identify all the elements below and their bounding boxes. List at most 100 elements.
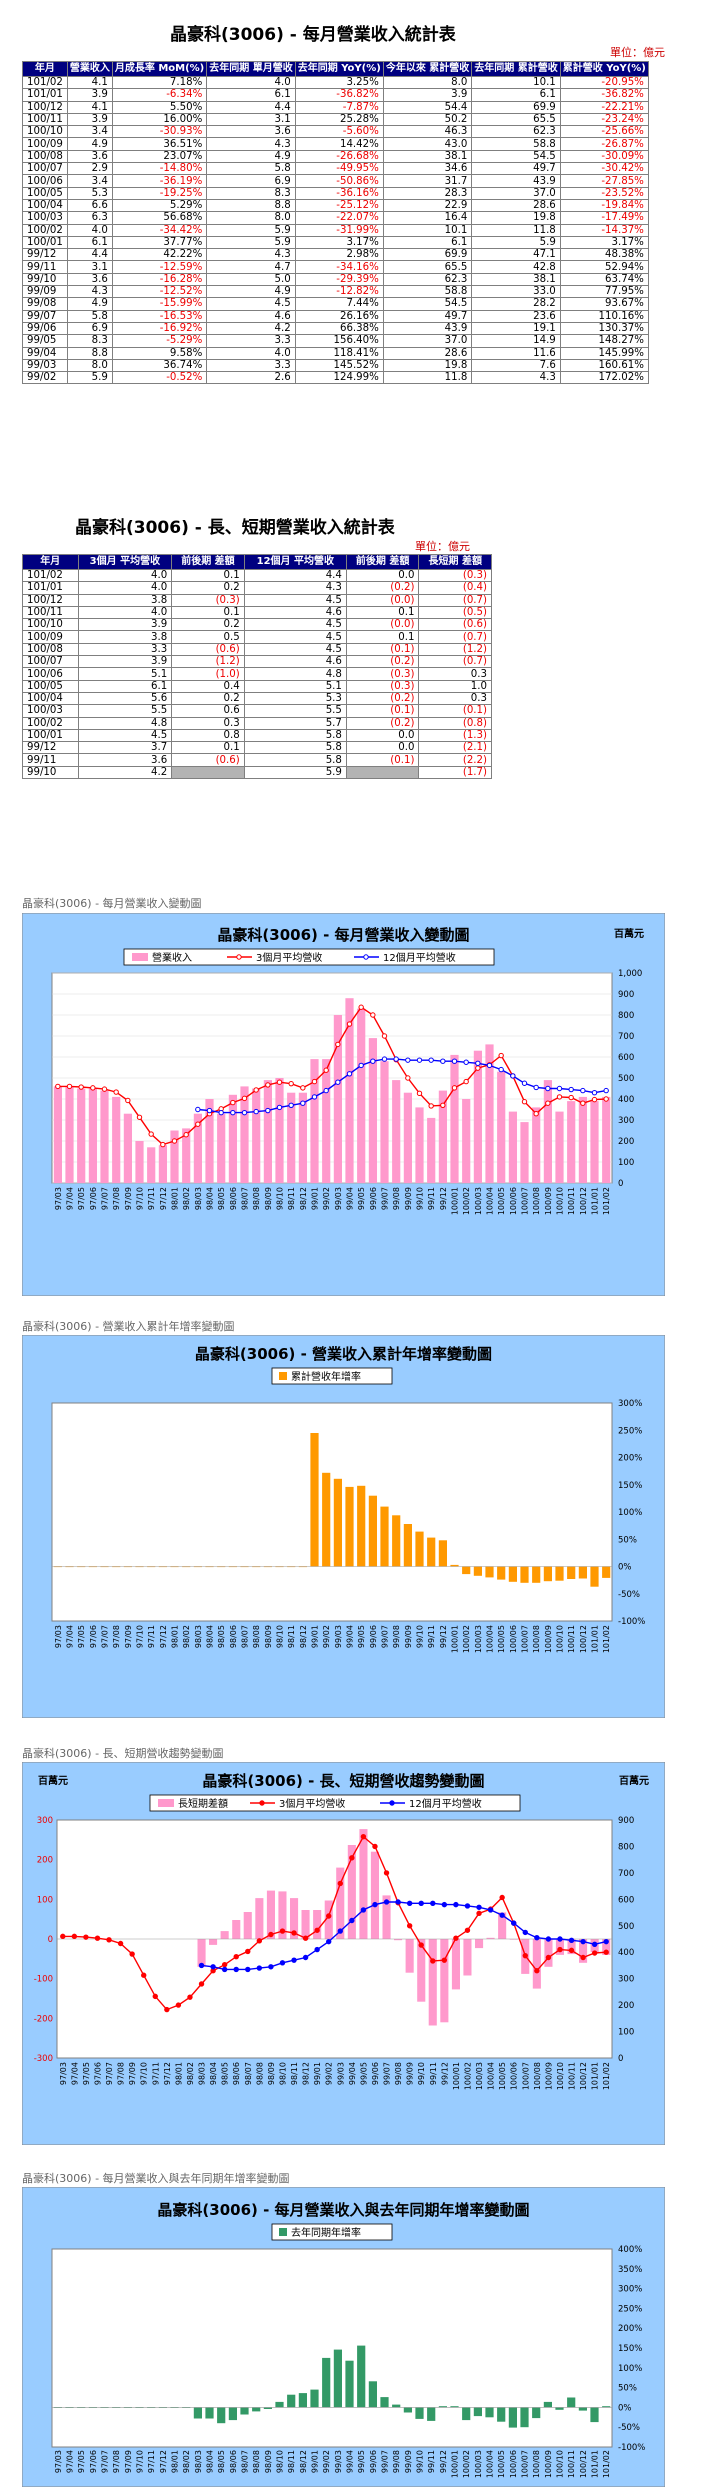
x-tick-label: 99/12: [439, 1625, 448, 1648]
table-row: 100/08 3.6 23.07% 4.9 -26.68% 38.1 54.5 -30.09%: [22, 149, 649, 164]
avg12-point: [337, 1928, 343, 1934]
column-header: 累計營收 YoY(%): [559, 61, 649, 77]
x-tick-label: 99/05: [359, 2062, 368, 2085]
avg3-point: [265, 1082, 271, 1088]
avg12-point: [383, 1899, 390, 1905]
legend-swatch: [132, 953, 148, 961]
x-tick-label: 99/04: [346, 1625, 355, 1648]
table-cell: (0.1): [418, 704, 492, 718]
table-cell: 100/02: [22, 716, 79, 730]
x-tick-label: 97/07: [101, 1625, 110, 1648]
table-header-row: 年月 3個月 平均營收 前後期 差額 12個月 平均營收 前後期 差額 長短期 差額: [22, 554, 492, 570]
long-short-diff-bar: [197, 1939, 206, 1967]
y-tick-label: 600: [618, 1053, 634, 1063]
monthly-yoy-bar: [450, 2406, 459, 2408]
x-tick-label: 99/05: [357, 1187, 366, 1210]
x-tick-label: 97/05: [82, 2062, 91, 2085]
avg12-point: [218, 1109, 224, 1116]
avg12-point: [510, 1073, 516, 1079]
table-cell: 37.77%: [111, 235, 208, 250]
table-cell: -14.80%: [111, 162, 208, 176]
cum-yoy-bar: [380, 1506, 389, 1567]
table-cell: 9.58%: [111, 346, 208, 360]
table-row: 101/01 4.0 0.2 4.3 (0.2) (0.4): [22, 581, 492, 595]
table-cell: 100/09: [22, 630, 79, 644]
monthly-yoy-bar: [438, 2406, 447, 2408]
table-cell: 0.5: [171, 630, 245, 644]
table-row: 99/10 3.6 -16.28% 5.0 -29.39% 62.3 38.1 63.74%: [22, 272, 649, 287]
table-cell: -36.16%: [294, 186, 384, 200]
x-tick-label: 100/02: [462, 1187, 471, 1215]
avg3-point: [499, 1894, 505, 1901]
x-tick-label: 101/02: [602, 2450, 611, 2478]
avg3-line: [57, 1006, 607, 1146]
x-tick-label: 100/04: [486, 1187, 495, 1215]
x-tick-label: 97/12: [163, 2062, 172, 2085]
avg12-point: [476, 1904, 482, 1910]
y-tick-label: 600: [618, 1895, 634, 1905]
x-tick-label: 97/06: [89, 2450, 98, 2473]
x-tick-label: 100/04: [486, 1625, 495, 1653]
x-tick-label: 100/10: [556, 1187, 565, 1215]
table-cell: 28.2: [471, 297, 561, 311]
avg3-point: [148, 1131, 154, 1137]
table-cell: 0.2: [171, 618, 245, 632]
y-tick-label: 100%: [618, 1508, 642, 1518]
long-short-diff-bar: [278, 1891, 287, 1939]
avg3-point: [129, 1951, 135, 1957]
y-tick-label: 50%: [618, 2384, 637, 2394]
legend-swatch: [279, 2228, 287, 2236]
avg12-point: [405, 1057, 411, 1063]
revenue-bar: [368, 1038, 377, 1183]
column-header: 前後期 差額: [345, 554, 420, 570]
cum-yoy-bar: [252, 1566, 261, 1568]
y-tick-label-left: 100: [37, 1895, 53, 1905]
table-cell: -36.82%: [559, 88, 649, 102]
monthly-yoy-bar: [368, 2381, 377, 2408]
cum-yoy-bar: [392, 1515, 401, 1567]
avg3-point: [556, 1094, 563, 1100]
x-tick-label: 100/02: [462, 2450, 471, 2478]
table-cell: -25.66%: [559, 125, 649, 139]
table-row: 100/06 5.1 (1.0) 4.8 (0.3) 0.3: [22, 667, 492, 681]
revenue-bar: [380, 1061, 389, 1183]
cum-yoy-bar: [158, 1566, 167, 1568]
table-cell: -31.99%: [294, 223, 384, 237]
x-tick-label: 100/07: [521, 2450, 530, 2478]
avg3-line: [62, 1835, 607, 2011]
table-cell: -25.12%: [294, 198, 384, 213]
y-tick-label: -50%: [618, 1590, 640, 1600]
table-cell: 4.6: [243, 655, 347, 669]
cum-yoy-bar: [322, 1472, 331, 1567]
legend-label: 12個月平均營收: [409, 1797, 482, 1810]
avg12-point: [358, 1062, 364, 1069]
monthly-yoy-bar: [240, 2407, 249, 2415]
x-tick-label: 97/06: [93, 2062, 102, 2085]
column-header: 12個月 平均營收: [243, 554, 347, 570]
revenue-bar: [485, 1044, 494, 1183]
table-row: 100/02 4.0 -34.42% 5.9 -31.99% 10.1 11.8 -14.37…: [22, 223, 649, 237]
monthly-yoy-bar: [543, 2401, 552, 2408]
long-short-diff-bar: [209, 1939, 218, 1945]
avg3-point: [464, 1927, 471, 1933]
cum-yoy-bar: [368, 1495, 377, 1567]
table-cell: 99/12: [22, 741, 79, 755]
avg12-point: [268, 1964, 274, 1970]
table-cell: 7.44%: [294, 297, 384, 311]
long-short-diff-bar: [509, 1939, 518, 1940]
x-tick-label: 97/12: [159, 1625, 168, 1648]
column-header: 年月: [22, 554, 79, 570]
x-tick-label: 97/11: [151, 2062, 160, 2085]
plot-area: [51, 1402, 613, 1622]
chart-title: 晶豪科(3006) - 每月營業收入變動圖: [217, 926, 469, 944]
avg3-point: [372, 1843, 378, 1850]
table-cell: 3.6: [66, 149, 113, 164]
revenue-bar: [310, 1059, 319, 1183]
revenue-bar: [263, 1080, 272, 1183]
x-tick-label: 97/12: [159, 1187, 168, 1210]
table-row: 100/01 4.5 0.8 5.8 0.0 (1.3): [22, 728, 492, 743]
y-tick-label: 700: [618, 1032, 634, 1042]
avg3-point: [381, 1033, 388, 1039]
avg12-point: [464, 1903, 471, 1909]
x-tick-label: 100/08: [533, 2062, 542, 2090]
